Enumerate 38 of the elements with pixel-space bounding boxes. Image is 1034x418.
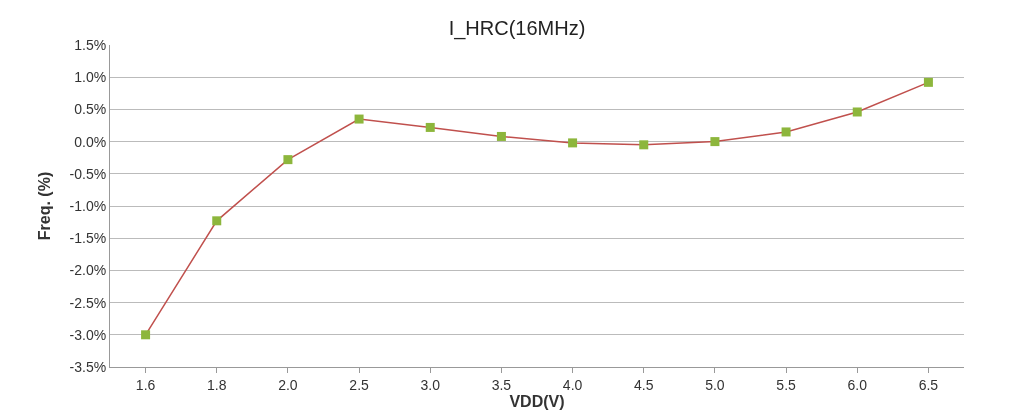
point bbox=[496, 131, 506, 141]
x-tick-label: 4.0 bbox=[562, 376, 583, 393]
y-tick-label: -3.0% bbox=[69, 326, 107, 343]
x-tick-label: 3.0 bbox=[420, 376, 441, 393]
y-tick-label: -3.5% bbox=[69, 358, 107, 375]
point bbox=[354, 114, 364, 124]
x-tick-label: 4.5 bbox=[634, 376, 654, 393]
y-tick-label: 1.0% bbox=[74, 69, 107, 86]
x-tick-label: 1.6 bbox=[135, 376, 156, 393]
x-tick-label: 5.0 bbox=[705, 376, 725, 393]
point bbox=[639, 140, 649, 150]
point bbox=[852, 107, 862, 117]
x-tick-label: 6.0 bbox=[847, 376, 868, 393]
y-tick-label: -1.0% bbox=[69, 197, 107, 214]
y-tick-label: 1.5% bbox=[74, 36, 107, 53]
x-axis-title: VDD(V) bbox=[509, 392, 565, 410]
point bbox=[425, 122, 435, 132]
y-tick-label: -2.5% bbox=[69, 294, 107, 311]
x-tick-label: 2.5 bbox=[349, 376, 370, 393]
y-tick-label: -1.5% bbox=[69, 230, 107, 247]
y-tick-label: 0.5% bbox=[74, 101, 107, 118]
point bbox=[710, 137, 720, 147]
y-tick-label: -0.5% bbox=[69, 165, 107, 182]
x-tick-label: 2.0 bbox=[278, 376, 298, 393]
point bbox=[141, 330, 151, 340]
y-tick-label: 0.0% bbox=[74, 133, 107, 150]
x-tick-label: 1.8 bbox=[207, 376, 227, 393]
chart-title: I_HRC(16MHz) bbox=[448, 16, 586, 40]
point bbox=[568, 138, 578, 148]
y-axis-title: Freq. (%) bbox=[35, 171, 53, 241]
x-tick-label: 5.5 bbox=[776, 376, 797, 393]
point bbox=[781, 127, 791, 137]
x-tick-label: 3.5 bbox=[491, 376, 512, 393]
y-tick-label: -2.0% bbox=[69, 262, 107, 279]
point bbox=[923, 77, 933, 87]
x-tick-label: 6.5 bbox=[918, 376, 939, 393]
point bbox=[283, 155, 293, 165]
point bbox=[212, 216, 222, 226]
